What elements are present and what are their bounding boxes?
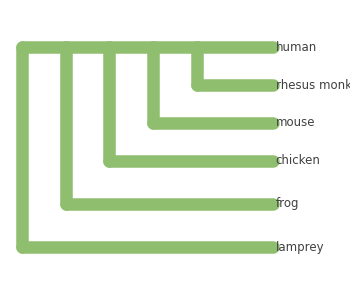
- Text: human: human: [276, 41, 317, 54]
- Text: lamprey: lamprey: [276, 241, 324, 254]
- Text: frog: frog: [276, 197, 299, 211]
- Text: chicken: chicken: [276, 154, 321, 167]
- Text: mouse: mouse: [276, 116, 315, 130]
- Text: rhesus monkey: rhesus monkey: [276, 79, 350, 92]
